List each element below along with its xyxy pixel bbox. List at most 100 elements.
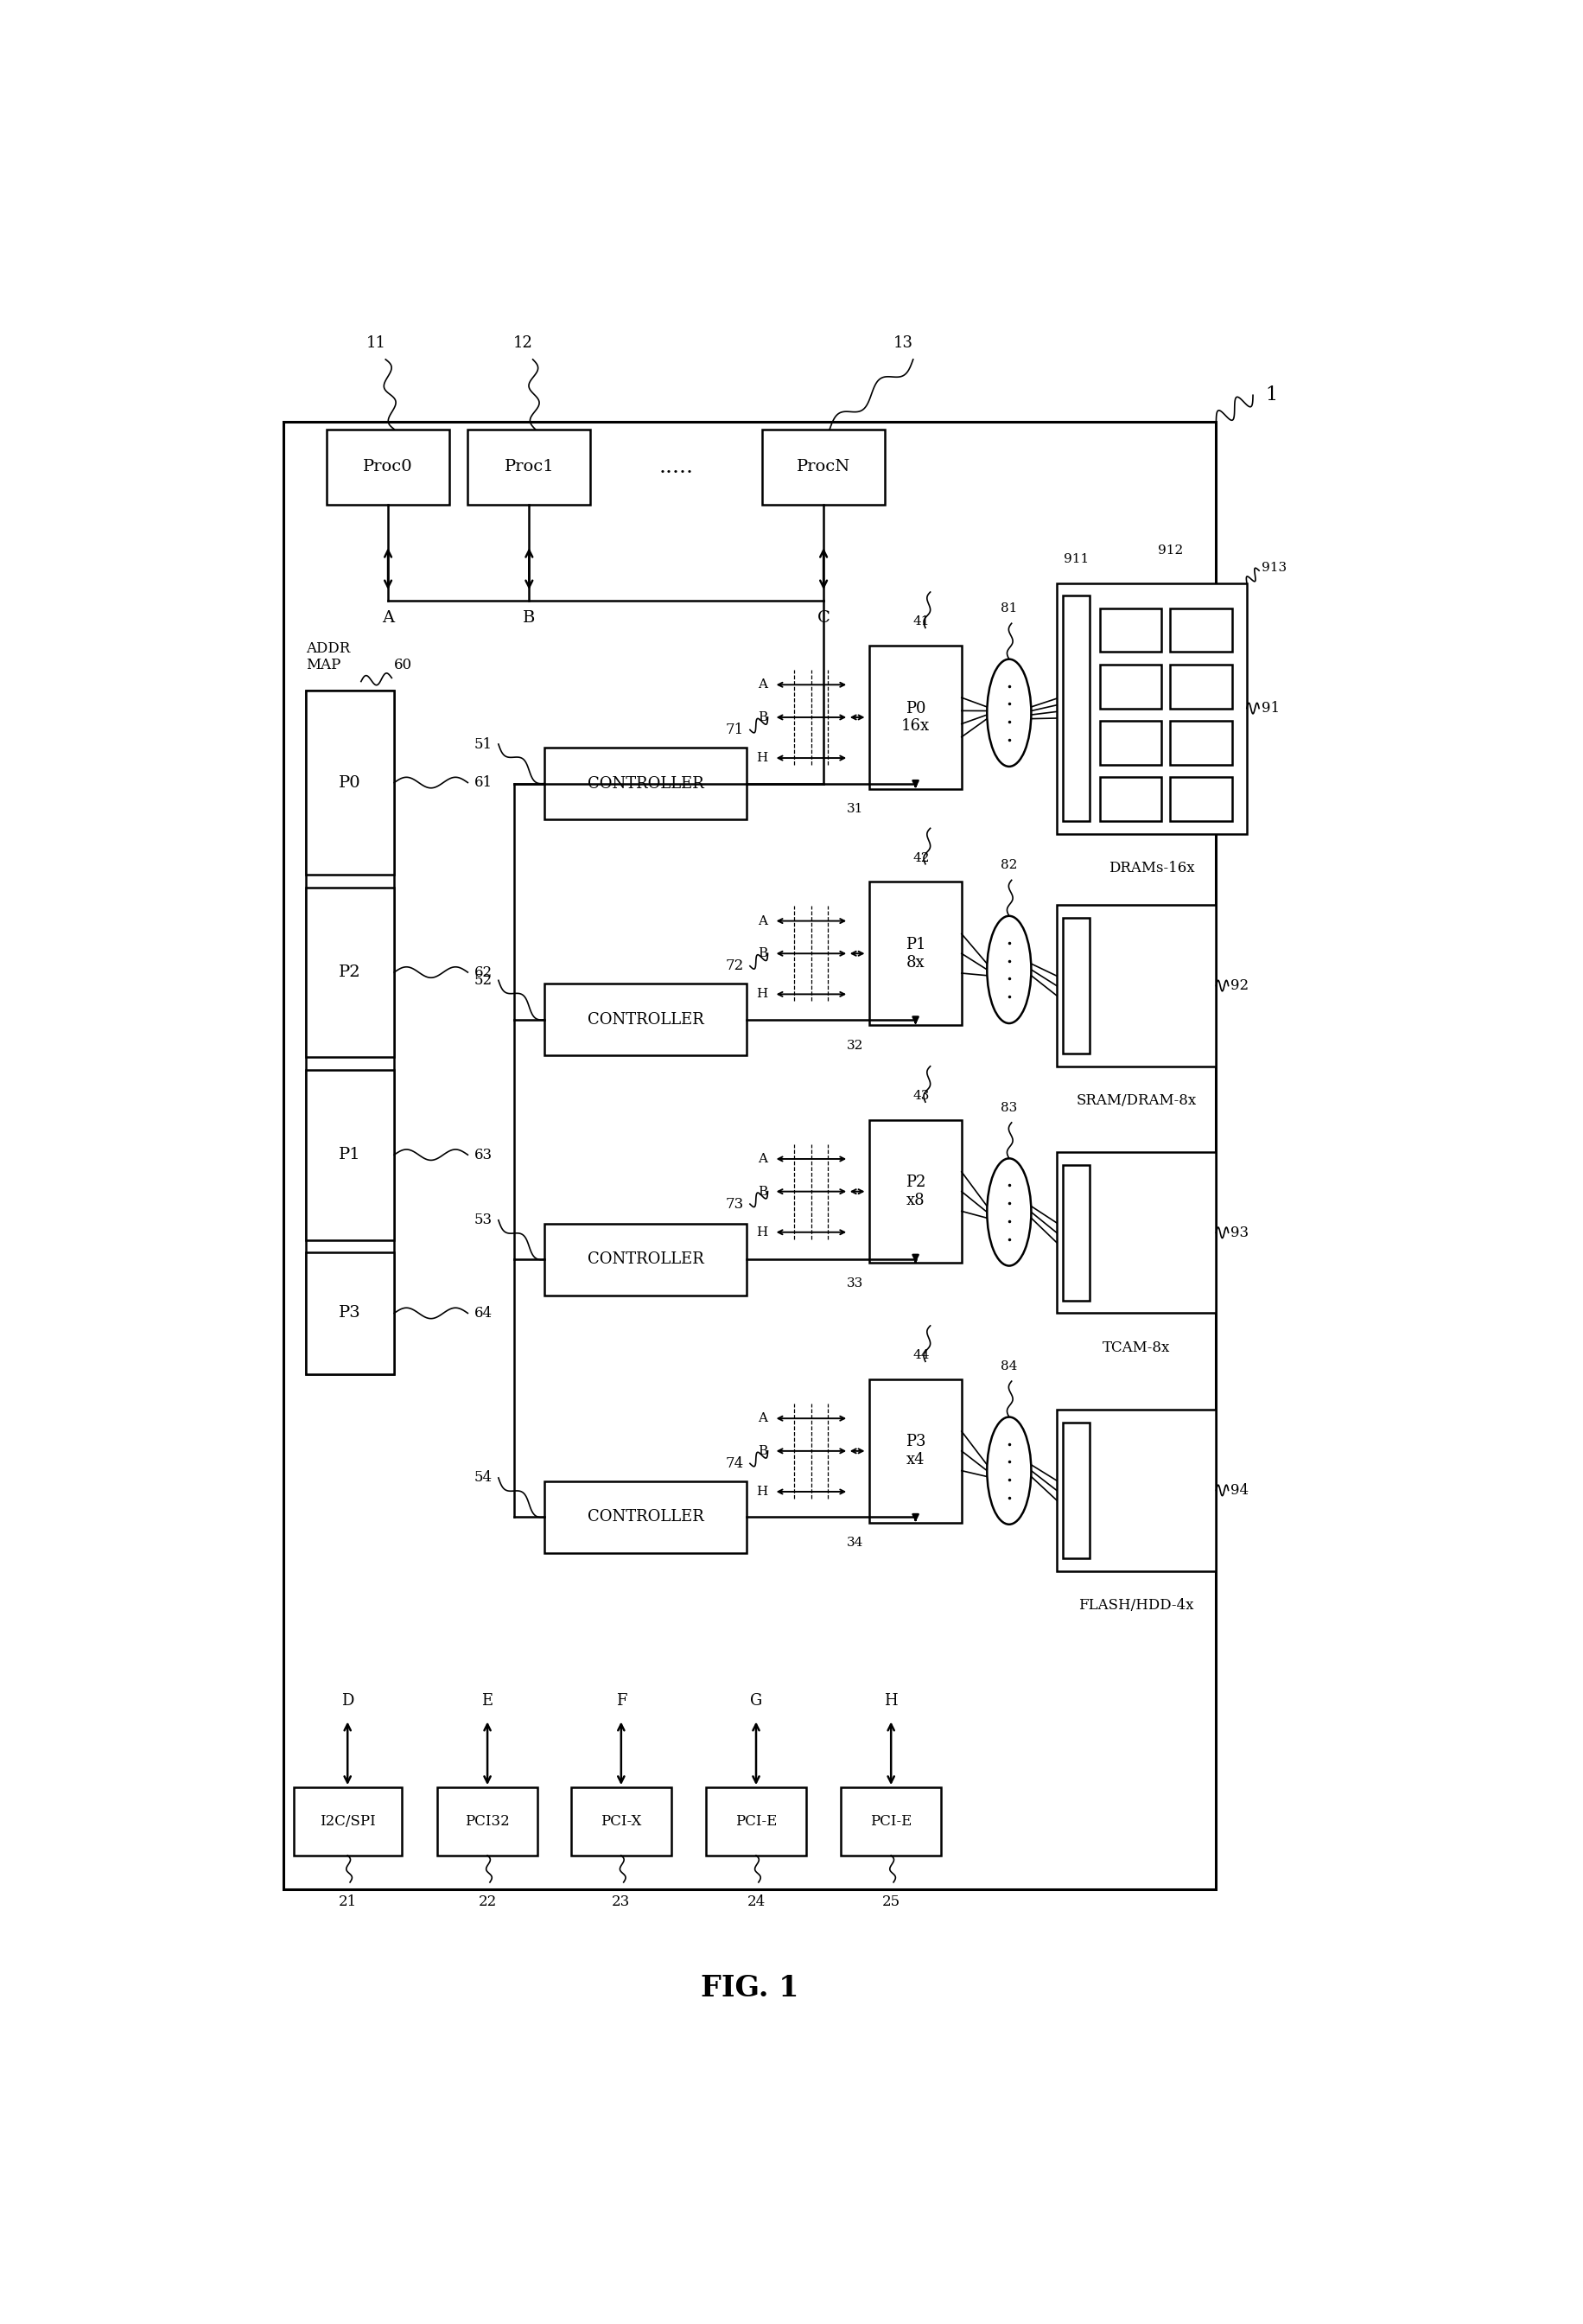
Text: ADDR
MAP: ADDR MAP [306,641,350,672]
Text: B: B [758,711,768,723]
Bar [306,1253,394,1373]
Text: FIG. 1: FIG. 1 [701,1973,799,2001]
Text: Proc0: Proc0 [363,460,413,474]
Ellipse shape [988,1157,1031,1267]
Text: 81: 81 [1000,602,1018,614]
Bar [1100,609,1162,653]
Bar [1062,1164,1089,1301]
Text: 94: 94 [1232,1483,1249,1497]
Text: 41: 41 [913,616,931,627]
Bar [869,1380,961,1522]
Text: TCAM-8x: TCAM-8x [1102,1341,1170,1355]
Text: H: H [757,753,768,765]
Bar [841,1787,942,1855]
Bar [1170,665,1232,709]
Bar [469,430,590,504]
Bar [1056,904,1216,1067]
Text: 91: 91 [1262,702,1279,716]
Bar [545,983,747,1055]
Text: FLASH/HDD-4x: FLASH/HDD-4x [1078,1597,1194,1613]
Text: SRAM/DRAM-8x: SRAM/DRAM-8x [1076,1092,1197,1109]
Bar [1056,1411,1216,1571]
Text: A: A [382,609,394,625]
Bar [437,1787,538,1855]
Text: 84: 84 [1000,1360,1018,1371]
Text: PCI-X: PCI-X [600,1815,641,1829]
Text: PCI-E: PCI-E [735,1815,777,1829]
Text: CONTROLLER: CONTROLLER [587,1253,704,1267]
Text: 73: 73 [725,1197,744,1211]
Bar [545,1225,747,1294]
Text: 32: 32 [847,1039,863,1050]
Bar [306,888,394,1057]
Text: P3: P3 [339,1306,361,1320]
Text: 52: 52 [473,974,492,988]
Ellipse shape [988,916,1031,1023]
Text: 51: 51 [473,737,492,751]
Text: DRAMs-16x: DRAMs-16x [1108,860,1195,876]
Ellipse shape [988,1418,1031,1525]
Text: 12: 12 [513,335,533,351]
Text: 71: 71 [725,723,744,737]
Text: 22: 22 [478,1894,497,1910]
Text: 1: 1 [1265,386,1277,404]
Text: E: E [481,1694,492,1708]
Bar [1170,776,1232,820]
Bar [293,1787,402,1855]
Text: 21: 21 [339,1894,356,1910]
Text: PCI32: PCI32 [465,1815,510,1829]
Text: 93: 93 [1232,1225,1249,1241]
Text: Proc1: Proc1 [505,460,554,474]
Text: 913: 913 [1262,562,1287,574]
Text: P1: P1 [339,1148,361,1162]
Text: 23: 23 [613,1894,630,1910]
Text: H: H [757,1485,768,1497]
Text: 62: 62 [473,964,492,981]
Bar [1062,918,1089,1053]
Text: 33: 33 [847,1278,863,1290]
Text: P0: P0 [339,774,361,790]
Text: 11: 11 [366,335,386,351]
Bar [1062,1422,1089,1559]
Text: B: B [758,948,768,960]
Text: A: A [758,1153,768,1164]
Bar [1062,595,1089,820]
Bar [869,646,961,788]
Bar [326,430,450,504]
Bar [306,690,394,874]
Bar [763,430,885,504]
Text: 72: 72 [725,960,744,974]
Text: 43: 43 [913,1090,931,1102]
Text: 61: 61 [473,776,492,790]
Text: CONTROLLER: CONTROLLER [587,1011,704,1027]
Text: 63: 63 [473,1148,492,1162]
Text: 83: 83 [1000,1102,1018,1113]
Ellipse shape [988,660,1031,767]
Text: 31: 31 [847,804,863,816]
Text: G: G [750,1694,763,1708]
Text: B: B [758,1446,768,1457]
Text: 911: 911 [1064,553,1089,565]
Text: 24: 24 [747,1894,765,1910]
Bar [283,423,1216,1889]
Text: P1
8x: P1 8x [905,937,926,971]
Text: 53: 53 [473,1213,492,1227]
Bar [706,1787,806,1855]
Text: 82: 82 [1000,860,1018,872]
Bar [1100,776,1162,820]
Bar [1056,583,1247,834]
Text: 25: 25 [882,1894,901,1910]
Text: H: H [757,988,768,999]
Text: D: D [342,1694,353,1708]
Text: 34: 34 [847,1536,863,1550]
Text: A: A [758,679,768,690]
Text: P3
x4: P3 x4 [905,1434,926,1469]
Bar [306,1069,394,1239]
Bar [545,748,747,820]
Bar [1170,720,1232,765]
Text: B: B [758,1185,768,1197]
Text: P0
16x: P0 16x [901,700,929,734]
Text: 92: 92 [1232,978,1249,992]
Text: B: B [522,609,535,625]
Text: 64: 64 [473,1306,492,1320]
